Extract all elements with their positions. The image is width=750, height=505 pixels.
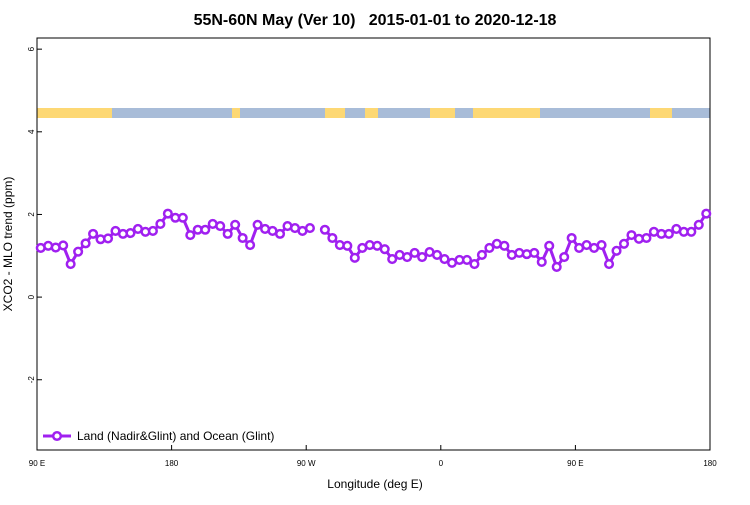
data-point [147,225,158,237]
x-tick-label: 90 W [297,459,316,468]
y-tick-label: -2 [27,376,36,384]
data-point [162,208,173,219]
legend-marker [51,430,63,442]
data-point [536,256,547,268]
data-point [58,240,69,251]
x-tick-label: 180 [165,459,179,468]
data-point [402,251,413,263]
x-tick-label: 90 E [567,459,583,468]
data-point [626,230,637,241]
data-point [185,230,196,241]
y-tick-label: 6 [27,46,36,51]
data-point [245,239,256,251]
data-point [155,218,166,230]
chart-title: 55N-60N May (Ver 10) 2015-01-01 to 2020-… [194,12,557,29]
data-point [215,220,226,232]
data-point [596,239,607,251]
data-point [529,247,540,258]
legend-label: Land (Nadir&Glint) and Ocean (Glint) [77,429,274,443]
data-point [409,247,420,258]
y-tick-label: 0 [27,294,36,299]
data-point [566,232,577,244]
data-point [125,227,136,239]
data-point [432,249,443,261]
x-tick-label: 180 [703,459,717,468]
data-point [461,254,473,265]
plot-frame [36,37,711,451]
data-point [618,238,630,249]
legend-item: Land (Nadir&Glint) and Ocean (Glint) [43,429,274,443]
data-point [177,212,188,223]
data-point [304,223,315,234]
data-point [604,258,615,270]
data-point [73,246,84,257]
data-point [499,240,510,251]
data-point [65,258,76,270]
data-point [102,233,114,244]
y-axis-label: XCO2 - MLO trend (ppm) [1,177,15,312]
data-point [379,244,390,255]
data-point [80,238,91,249]
data-point [611,245,622,256]
data-point [476,249,487,261]
data-point [88,228,99,239]
data-point [439,254,450,265]
data-point [349,252,360,263]
data-point [544,240,555,251]
data-point [484,242,495,253]
data-point [417,251,428,263]
data-point [559,251,570,263]
data-point [327,232,338,244]
data-point [469,258,480,270]
data-point [222,228,233,239]
data-point [641,232,652,244]
data-point [686,226,697,237]
data-point [693,219,704,230]
x-axis-label: Longitude (deg E) [327,477,422,491]
data-point [200,224,211,235]
data-point [237,232,248,244]
data-point [252,219,263,230]
data-point [387,254,398,265]
x-tick-label: 0 [439,459,444,468]
data-point [319,224,330,235]
data-point [663,228,674,239]
data-point [701,208,712,219]
y-tick-label: 4 [27,129,36,134]
y-tick-label: 2 [27,212,36,217]
data-point [551,261,562,272]
data-point [274,228,286,239]
x-tick-label: 90 E [29,459,45,468]
map-strip [37,108,710,118]
data-point [342,240,353,251]
data-point [230,219,241,230]
